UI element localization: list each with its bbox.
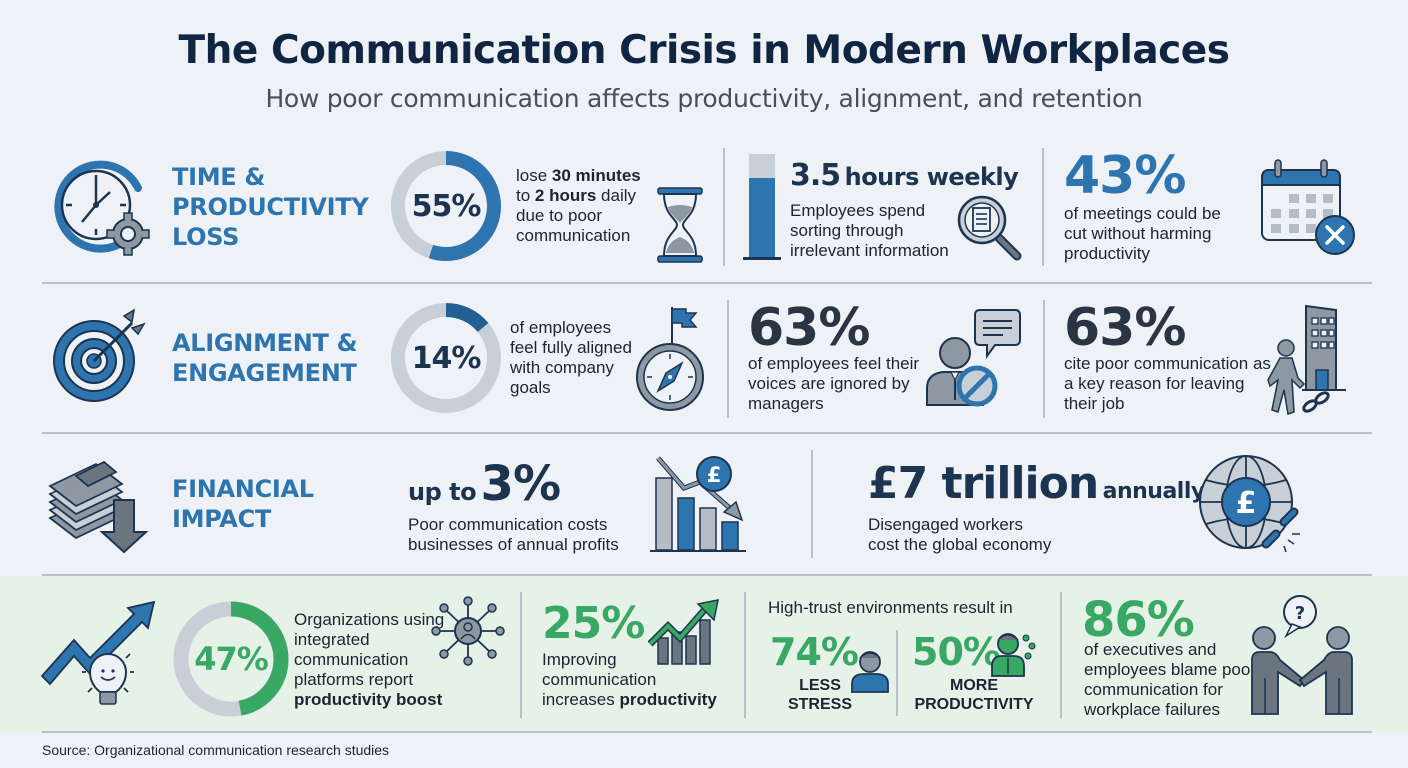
declining-bar-chart-pound-icon: £ [648, 454, 758, 559]
divider [1043, 300, 1045, 418]
section-divider [42, 731, 1372, 733]
hourglass-icon [655, 185, 705, 270]
calendar-cancel-icon [1260, 158, 1360, 263]
ignored-employee-icon [925, 308, 1025, 413]
divider [811, 450, 813, 558]
financial-section-title: FINANCIAL IMPACT [172, 475, 314, 533]
improving-stat-value: 25% [542, 598, 645, 649]
platform-donut: 47% [172, 600, 290, 718]
rising-arrow-lightbulb-icon [38, 598, 158, 721]
svg-text:?: ? [1295, 603, 1305, 624]
donut-value: 14% [411, 340, 482, 376]
section-divider [42, 282, 1372, 284]
meetings-stat-value: 43% [1064, 146, 1186, 206]
calm-person-icon [850, 648, 890, 699]
blame-stat-value: 86% [1082, 592, 1195, 648]
network-hub-icon [430, 596, 506, 671]
page-title: The Communication Crisis in Modern Workp… [178, 28, 1230, 73]
divider [727, 300, 729, 418]
clock-gear-icon [54, 160, 150, 256]
page-subtitle: How poor communication affects productiv… [265, 84, 1143, 113]
alignment-section-title: ALIGNMENT & ENGAGEMENT [172, 329, 358, 387]
person-leaving-building-icon [1266, 300, 1366, 425]
divider [1060, 592, 1062, 718]
source-citation: Source: Organizational communication res… [42, 742, 390, 758]
alignment-donut: 14% [390, 302, 502, 414]
divider [896, 630, 898, 716]
improving-text: Improving communication increases produc… [542, 650, 717, 709]
globe-pound-broken-link-icon: £ [1196, 452, 1314, 567]
time-section-icon [48, 150, 158, 260]
platform-text: Organizations using integrated communica… [294, 610, 445, 709]
less-stress-value: 74% [770, 630, 859, 674]
section-divider [42, 574, 1372, 576]
leaving-stat-value: 63% [1064, 298, 1186, 358]
productive-person-icon [990, 630, 1036, 683]
high-trust-heading: High-trust environments result in [768, 598, 1013, 617]
donut-value: 55% [411, 188, 482, 224]
rising-bar-chart-icon [647, 598, 722, 671]
magnifier-document-icon [955, 192, 1025, 269]
handshake-question-icon: ? [1246, 594, 1366, 725]
blame-stat-text: of executives and employees blame poor c… [1084, 640, 1256, 719]
section-divider [42, 432, 1372, 434]
svg-text:£: £ [707, 463, 722, 487]
voices-stat-text: of employees feel their voices are ignor… [748, 354, 920, 413]
hours-weekly-stat: 3.5 hours weekly [790, 158, 1019, 193]
profit-loss-text: Poor communication costs businesses of a… [408, 515, 619, 554]
less-stress-label: LESS STRESS [787, 677, 852, 713]
target-arrow-icon [52, 308, 147, 408]
leaving-stat-text: cite poor communication as a key reason … [1064, 354, 1271, 413]
time-section-title: TIME & PRODUCTIVITY LOSS [172, 163, 369, 251]
divider [723, 148, 725, 266]
more-productivity-label: MORE PRODUCTIVITY [914, 677, 1034, 713]
time-loss-text: lose 30 minutes to 2 hours daily due to … [516, 166, 641, 245]
donut-value: 47% [194, 640, 269, 678]
divider [744, 592, 746, 718]
more-productivity-value: 50% [912, 630, 1001, 674]
voices-stat-value: 63% [748, 298, 870, 358]
global-cost-text: Disengaged workers cost the global econo… [868, 515, 1052, 554]
meetings-stat-text: of meetings could be cut without harming… [1064, 204, 1221, 263]
profit-loss-stat: up to 3% [408, 456, 561, 512]
svg-text:£: £ [1236, 486, 1257, 521]
global-cost-stat: £7 trillion annually [868, 458, 1205, 509]
time-loss-donut: 55% [390, 150, 502, 262]
alignment-text: of employees feel fully aligned with com… [510, 318, 632, 397]
hours-bar-icon [742, 152, 782, 267]
divider [1042, 148, 1044, 266]
hours-weekly-text: Employees spend sorting through irreleva… [790, 201, 949, 260]
divider [520, 592, 522, 718]
compass-flag-icon [634, 305, 714, 418]
money-stack-down-icon [46, 456, 156, 559]
